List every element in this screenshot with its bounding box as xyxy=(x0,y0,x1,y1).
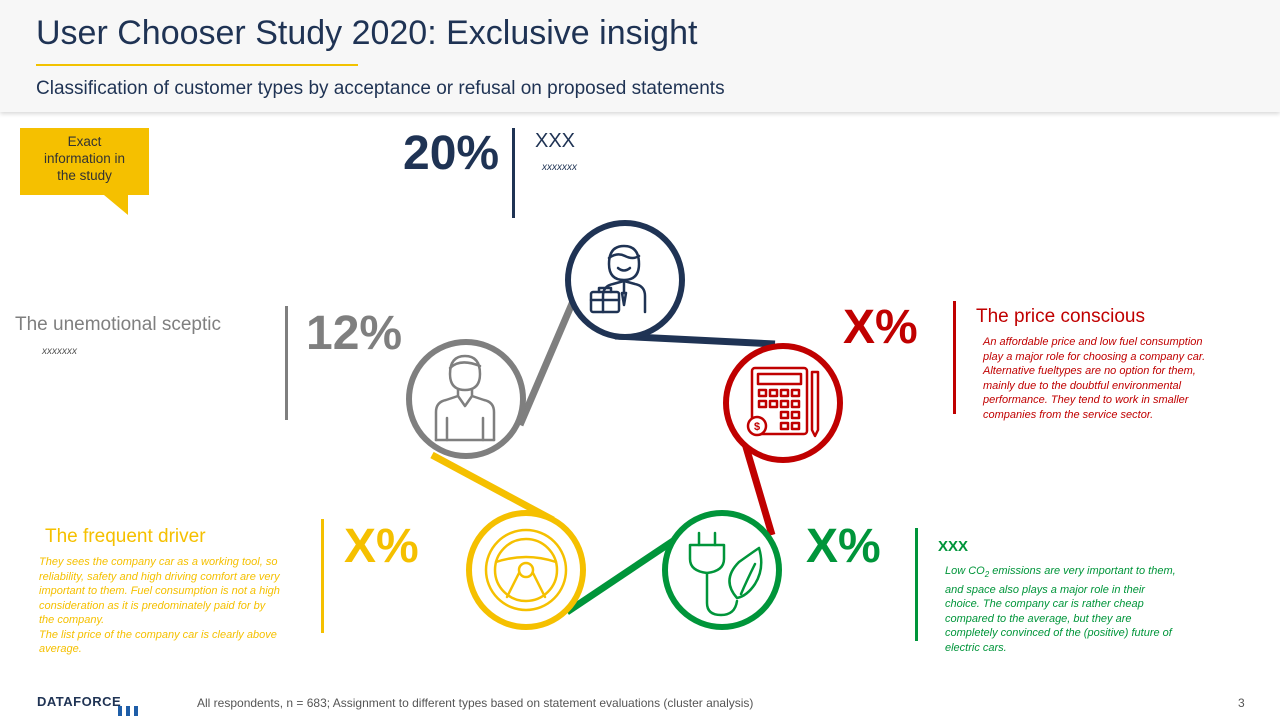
driver-desc-line: They sees the company car as a working t… xyxy=(39,556,278,568)
price-description: An affordable price and low fuel consump… xyxy=(983,335,1253,422)
top-segment-name: XXX xyxy=(535,130,576,152)
top-segment-note: xxxxxxx xyxy=(542,162,577,173)
page-title: User Chooser Study 2020: Exclusive insig… xyxy=(36,14,698,52)
driver-description: They sees the company car as a working t… xyxy=(39,555,314,657)
calculator-icon xyxy=(746,366,820,438)
dataforce-logo: DATAFORCE xyxy=(37,694,122,709)
driver-desc-line: important to them. Fuel consumption is n… xyxy=(39,585,280,597)
sceptic-percent: 12% xyxy=(306,307,403,360)
page-number: 3 xyxy=(1238,696,1245,710)
logo-bar xyxy=(118,706,122,716)
top-segment-divider xyxy=(512,128,515,218)
price-desc-line: companies from the service sector. xyxy=(983,408,1154,421)
footer-note: All respondents, n = 683; Assignment to … xyxy=(197,696,754,710)
callout-line: Exact xyxy=(67,134,102,149)
eco-name: XXX xyxy=(938,538,969,555)
callout-line: the study xyxy=(57,168,112,183)
plug-leaf-icon xyxy=(688,531,763,617)
eco-desc-line: electric cars. xyxy=(945,641,1007,654)
logo-bar xyxy=(134,706,138,716)
callout-box: Exact information in the study xyxy=(20,128,149,195)
price-desc-line: mainly due to the doubtful environmental xyxy=(983,379,1182,392)
eco-description: Low CO2 emissions are very important to … xyxy=(945,564,1215,655)
driver-name: The frequent driver xyxy=(45,526,206,547)
title-underline xyxy=(36,64,358,66)
price-desc-line: performance. They tend to work in smalle… xyxy=(983,394,1189,406)
driver-desc-line: the company. xyxy=(39,614,105,626)
sceptic-note: xxxxxxx xyxy=(42,346,77,357)
top-segment-percent: 20% xyxy=(403,127,500,180)
eco-divider xyxy=(915,528,918,641)
logo-bar xyxy=(126,706,130,716)
driver-desc-line: consideration as it is predominately pai… xyxy=(39,599,266,612)
price-desc-line: An affordable price and low fuel consump… xyxy=(983,336,1203,348)
steering-wheel-icon xyxy=(484,528,568,612)
driver-percent: X% xyxy=(344,520,419,573)
price-percent: X% xyxy=(843,301,918,354)
connector-green xyxy=(565,530,687,615)
dollar-sign: $ xyxy=(754,421,760,433)
eco-desc-line: and space also plays a major role in the… xyxy=(945,583,1145,596)
circle-plug xyxy=(662,510,782,630)
eco-desc-first-line: Low CO2 emissions are very important to … xyxy=(945,564,1215,583)
callout-line: information in xyxy=(43,151,126,166)
eco-desc-line: compared to the average, but they are xyxy=(945,612,1132,625)
eco-desc-text: emissions are very important to them, xyxy=(989,565,1176,577)
businessman-icon xyxy=(589,244,647,314)
price-desc-line: Alternative fueltypes are no option for … xyxy=(983,365,1196,377)
connector-gray xyxy=(516,283,584,427)
sceptic-name: The unemotional sceptic xyxy=(15,314,221,335)
circle-calculator xyxy=(723,343,843,463)
page-subtitle: Classification of customer types by acce… xyxy=(36,78,725,99)
driver-desc-line: reliability, safety and high driving com… xyxy=(39,570,280,583)
person-icon xyxy=(434,354,496,442)
eco-desc-line: completely convinced of the (positive) f… xyxy=(945,627,1172,640)
driver-desc-line: average. xyxy=(39,643,82,655)
callout-tail xyxy=(104,195,128,215)
price-desc-line: play a major role for choosing a company… xyxy=(983,350,1206,363)
eco-desc-text: Low CO xyxy=(945,565,985,577)
eco-percent: X% xyxy=(806,520,881,573)
driver-divider xyxy=(321,519,324,633)
connector-yellow xyxy=(430,451,555,524)
driver-desc-line: The list price of the company car is cle… xyxy=(39,628,277,641)
eco-desc-line: choice. The company car is rather cheap xyxy=(945,598,1144,611)
sceptic-divider xyxy=(285,306,288,420)
price-name: The price conscious xyxy=(976,306,1145,327)
header-band xyxy=(0,0,1280,112)
price-divider xyxy=(953,301,956,414)
eco-desc-subscript: 2 xyxy=(984,570,990,580)
